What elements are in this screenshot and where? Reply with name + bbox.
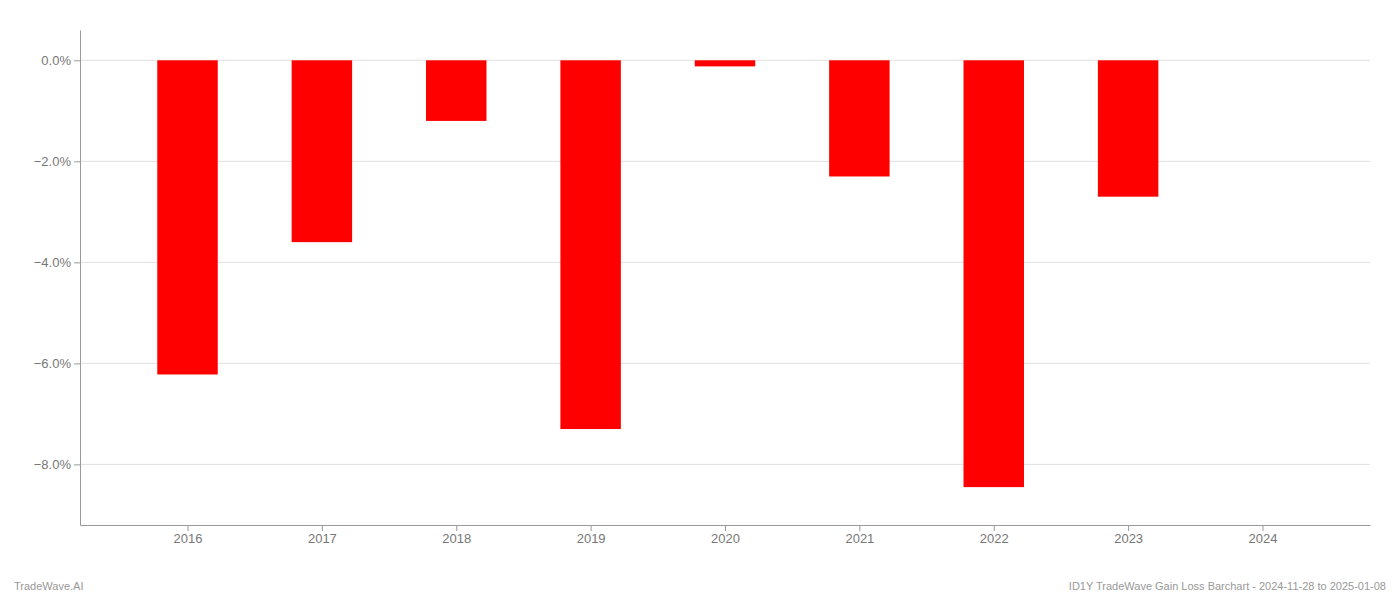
x-tick-label: 2021 xyxy=(845,531,874,546)
grid-line xyxy=(80,161,1370,162)
y-axis-line xyxy=(80,31,81,526)
x-tick-label: 2022 xyxy=(980,531,1009,546)
x-tick: 2024 xyxy=(1249,525,1278,546)
x-tick-mark xyxy=(725,525,726,531)
y-tick: −6.0% xyxy=(34,356,80,371)
x-tick-label: 2016 xyxy=(174,531,203,546)
grid-line xyxy=(80,464,1370,465)
y-tick-mark xyxy=(74,161,80,162)
x-tick-label: 2023 xyxy=(1114,531,1143,546)
y-tick: −2.0% xyxy=(34,154,80,169)
y-axis: 0.0% −2.0% −4.0% −6.0% −8.0% xyxy=(34,31,81,526)
x-tick: 2023 xyxy=(1114,525,1143,546)
bar xyxy=(829,60,889,176)
x-tick-mark xyxy=(188,525,189,531)
y-tick-label: −4.0% xyxy=(34,255,72,270)
grid-line xyxy=(80,363,1370,364)
x-tick-mark xyxy=(456,525,457,531)
y-tick-mark xyxy=(74,363,80,364)
y-tick: −8.0% xyxy=(34,457,80,472)
x-tick-label: 2020 xyxy=(711,531,740,546)
grid xyxy=(80,60,1370,464)
grid-line xyxy=(80,262,1370,263)
x-tick-label: 2018 xyxy=(442,531,471,546)
bar xyxy=(292,60,352,242)
x-tick-mark xyxy=(994,525,995,531)
x-tick-mark xyxy=(859,525,860,531)
bar xyxy=(1098,60,1158,196)
x-tick-mark xyxy=(591,525,592,531)
x-tick-mark xyxy=(1263,525,1264,531)
x-tick: 2021 xyxy=(845,525,874,546)
x-axis: 2016 2017 2018 2019 2020 2021 2022 2023 2024 xyxy=(81,525,1371,546)
x-tick: 2016 xyxy=(174,525,203,546)
x-tick: 2018 xyxy=(442,525,471,546)
x-tick-label: 2019 xyxy=(577,531,606,546)
x-tick: 2020 xyxy=(711,525,740,546)
annotation: TradeWave.AI xyxy=(14,580,84,592)
chart: 0.0% −2.0% −4.0% −6.0% −8.0% 2016 2017 2018 2019… xyxy=(0,0,1400,600)
x-tick: 2022 xyxy=(980,525,1009,546)
y-tick-label: −6.0% xyxy=(34,356,72,371)
y-tick-mark xyxy=(74,262,80,263)
y-tick: −4.0% xyxy=(34,255,80,270)
bar xyxy=(426,60,486,121)
y-tick-mark xyxy=(74,464,80,465)
bar xyxy=(695,60,755,66)
y-tick-label: −2.0% xyxy=(34,154,72,169)
bar xyxy=(964,60,1024,487)
bar xyxy=(1232,60,1292,61)
bar xyxy=(157,60,217,374)
x-tick: 2019 xyxy=(577,525,606,546)
annotation: ID1Y TradeWave Gain Loss Barchart - 2024… xyxy=(1069,580,1386,592)
y-tick: 0.0% xyxy=(41,53,80,68)
x-tick-label: 2017 xyxy=(308,531,337,546)
x-tick-mark xyxy=(322,525,323,531)
x-tick: 2017 xyxy=(308,525,337,546)
bar xyxy=(560,60,620,429)
x-tick-label: 2024 xyxy=(1249,531,1278,546)
y-tick-mark xyxy=(74,60,80,61)
x-tick-mark xyxy=(1128,525,1129,531)
y-tick-label: −8.0% xyxy=(34,457,72,472)
bars xyxy=(157,60,1158,487)
y-tick-label: 0.0% xyxy=(41,53,71,68)
